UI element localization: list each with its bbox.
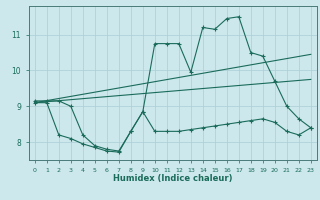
X-axis label: Humidex (Indice chaleur): Humidex (Indice chaleur)	[113, 174, 233, 183]
